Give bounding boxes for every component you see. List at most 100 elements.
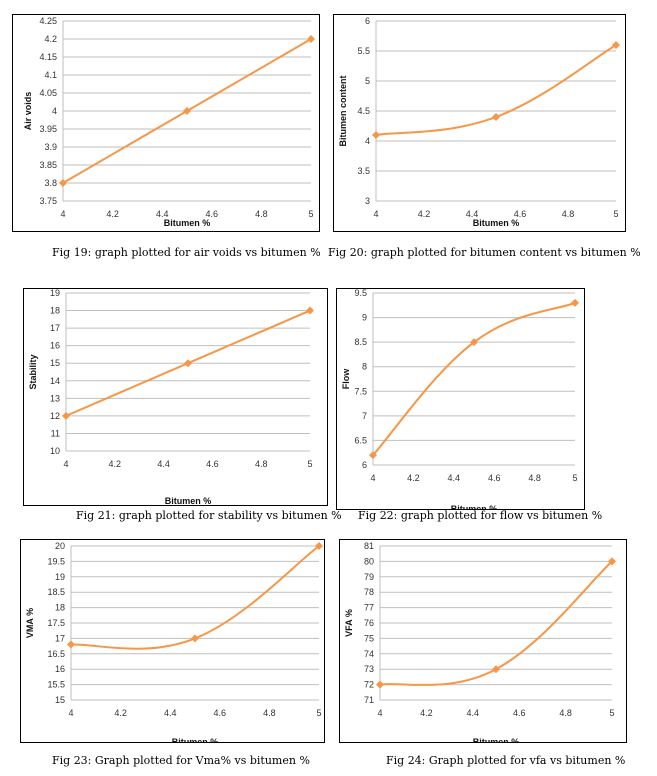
data-point-marker (184, 359, 192, 368)
y-tick-label: 3.95 (39, 124, 57, 134)
y-tick-label: 9 (362, 313, 367, 323)
y-tick-label: 75 (364, 633, 374, 643)
x-tick-label: 5 (613, 209, 618, 219)
y-tick-label: 20 (55, 541, 65, 551)
data-point-marker (67, 640, 75, 649)
x-tick-label: 5 (307, 459, 312, 469)
y-tick-label: 71 (364, 695, 374, 705)
x-tick-label: 4.2 (114, 708, 127, 718)
y-tick-label: 81 (364, 541, 374, 551)
x-tick-label: 4.8 (255, 459, 268, 469)
chart-svg-vfa: 71 72 73 74 75 76 77 78 79 80 81 4 4.2 4.4 4.6 4.8 5 Bitu… (344, 541, 616, 742)
x-tick-label: 4.6 (206, 459, 219, 469)
y-tick-label: 16.5 (47, 649, 65, 659)
x-tick-label: 4.2 (106, 209, 119, 219)
x-tick-label: 4 (370, 473, 375, 483)
caption-fig-23: Fig 23: Graph plotted for Vma% vs bitume… (52, 754, 310, 767)
x-tick-label: 4.6 (513, 708, 526, 718)
x-tick-label: 5 (609, 708, 614, 718)
y-tick-label: 19.5 (47, 556, 65, 566)
data-point-marker (608, 557, 616, 566)
y-tick-label: 18 (55, 603, 65, 613)
x-tick-label: 4.2 (420, 708, 433, 718)
x-axis-title: Bitumen % (473, 218, 520, 228)
x-axis-title: Bitumen % (172, 737, 219, 742)
y-tick-label: 13 (50, 393, 60, 403)
y-tick-label: 17.5 (47, 618, 65, 628)
chart-vfa: 71 72 73 74 75 76 77 78 79 80 81 4 4.2 4.4 4.6 4.8 5 Bitu… (339, 539, 627, 743)
x-tick-label: 4 (377, 708, 382, 718)
y-axis-title: Air voids (23, 92, 33, 131)
x-tick-label: 5 (308, 209, 313, 219)
y-tick-label: 19 (55, 572, 65, 582)
x-tick-label: 4.2 (407, 473, 420, 483)
y-tick-label: 17 (55, 633, 65, 643)
x-tick-label: 4.4 (156, 209, 169, 219)
chart-vma: 15 15.5 16 16.5 17 17.5 18 18.5 19 19.5 20 4 4.2 4.4 4… (20, 539, 325, 743)
y-tick-label: 9.5 (354, 289, 367, 298)
x-tick-label: 4.8 (528, 473, 541, 483)
y-tick-label: 3.85 (39, 160, 57, 170)
x-tick-label: 4.6 (514, 209, 527, 219)
x-tick-label: 4.4 (157, 459, 170, 469)
x-axis-title: Bitumen % (165, 496, 212, 505)
y-tick-label: 8 (362, 362, 367, 372)
y-tick-label: 79 (364, 572, 374, 582)
caption-fig-19: Fig 19: graph plotted for air voids vs b… (52, 246, 321, 259)
chart-stability: 10 11 12 13 14 15 16 17 18 19 4 4.2 4.4 4.6 4.8 5 Bitume… (23, 288, 328, 506)
chart-svg-bitumen-content: 3 3.5 4 4.5 5 5.5 6 4 4.2 4.4 4.6 4.8 5 Bitumen % Bitu… (338, 16, 620, 228)
y-tick-label: 5.5 (357, 46, 370, 56)
data-point-marker (372, 131, 380, 139)
series-line (372, 301, 576, 456)
y-tick-label: 74 (364, 649, 374, 659)
x-tick-label: 4.8 (255, 209, 268, 219)
chart-flow: 6 6.5 7 7.5 8 8.5 9 9.5 4 4.2 4.4 4.6 4.8 5 Bitumen % F… (336, 288, 585, 510)
x-tick-label: 4.6 (488, 473, 501, 483)
caption-fig-22: Fig 22: graph plotted for flow vs bitume… (358, 509, 603, 522)
x-axis-title: Bitumen % (473, 737, 520, 742)
x-tick-label: 4.6 (214, 708, 227, 718)
y-tick-label: 77 (364, 603, 374, 613)
y-tick-label: 7.5 (354, 386, 367, 396)
data-point-marker (376, 680, 384, 689)
caption-fig-21: Fig 21: graph plotted for stability vs b… (76, 509, 342, 522)
x-tick-label: 4.2 (109, 459, 122, 469)
x-tick-label: 4.2 (418, 209, 431, 219)
y-tick-label: 15.5 (47, 680, 65, 690)
y-tick-label: 11 (51, 428, 60, 438)
x-tick-label: 4 (373, 209, 378, 219)
data-point-marker (183, 107, 191, 115)
y-tick-label: 4.5 (357, 106, 370, 116)
y-tick-label: 18 (50, 306, 60, 316)
y-tick-label: 15 (55, 695, 65, 705)
y-tick-label: 3 (365, 196, 370, 206)
x-tick-label: 4.4 (448, 473, 461, 483)
x-tick-label: 4.4 (467, 708, 480, 718)
x-axis-title: Bitumen % (451, 504, 498, 509)
series-line (375, 44, 617, 136)
data-point-marker (369, 451, 377, 460)
y-tick-label: 6 (365, 16, 370, 26)
data-point-marker (571, 298, 579, 307)
chart-air-voids: 3.75 3.8 3.85 3.9 3.95 4 4.05 4.1 4.15 4.2 4.25 4 4.… (12, 14, 320, 232)
y-tick-label: 4 (52, 106, 57, 116)
x-axis-title: Bitumen % (164, 218, 211, 228)
chart-svg-flow: 6 6.5 7 7.5 8 8.5 9 9.5 4 4.2 4.4 4.6 4.8 5 Bitumen % F… (341, 289, 579, 509)
chart-bitumen-content: 3 3.5 4 4.5 5 5.5 6 4 4.2 4.4 4.6 4.8 5 Bitumen % Bitu… (333, 14, 626, 232)
data-point-marker (62, 411, 70, 420)
data-point-marker (59, 179, 67, 187)
caption-fig-24: Fig 24: Graph plotted for vfa vs bitumen… (386, 754, 626, 767)
y-tick-label: 6 (362, 460, 367, 470)
y-tick-label: 80 (364, 556, 374, 566)
x-tick-label: 4.8 (263, 708, 276, 718)
y-tick-label: 6.5 (354, 435, 367, 445)
y-tick-label: 15 (50, 358, 60, 368)
y-tick-label: 16 (55, 664, 65, 674)
y-tick-label: 78 (364, 587, 374, 597)
data-point-marker (306, 306, 314, 315)
y-tick-label: 76 (364, 618, 374, 628)
data-point-marker (612, 41, 620, 49)
data-point-marker (492, 113, 500, 121)
y-tick-label: 73 (364, 664, 374, 674)
